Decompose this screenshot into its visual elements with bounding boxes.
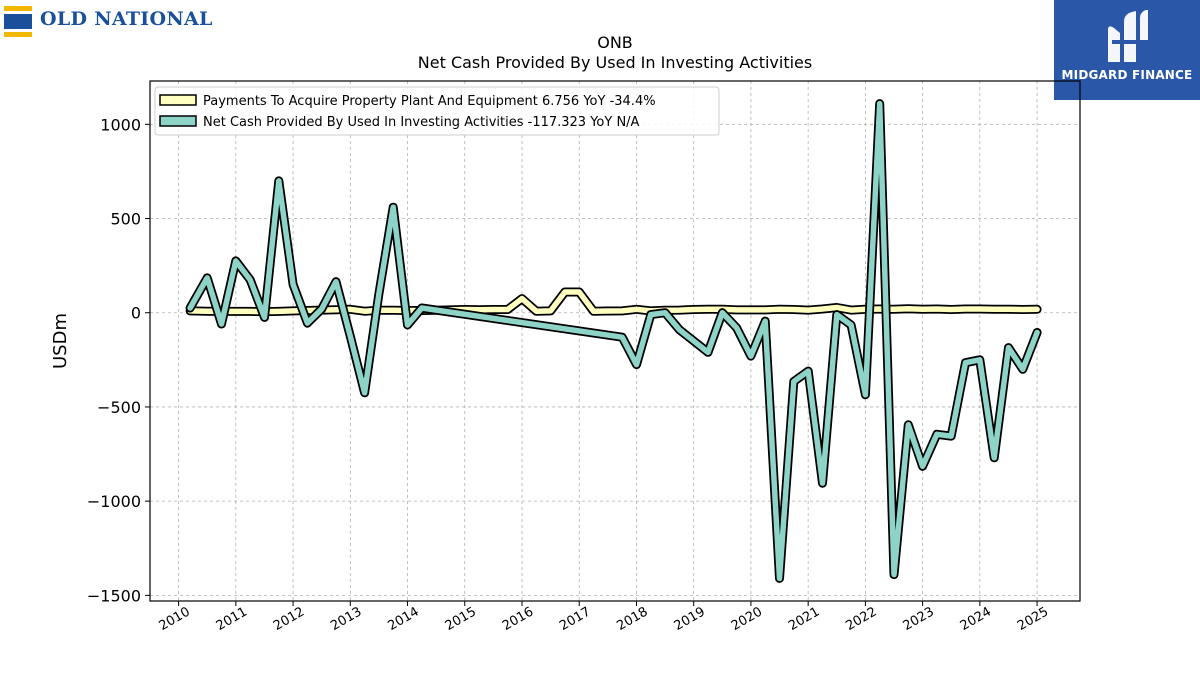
midgard-logo-mark — [1108, 10, 1148, 62]
old-national-logo: OLD NATIONAL — [4, 4, 224, 38]
legend-box — [154, 86, 720, 136]
plot-frame — [149, 80, 1081, 602]
legend: Payments To Acquire Property Plant And E… — [154, 86, 720, 136]
y-tick-label: −500 — [97, 398, 141, 417]
x-tick-label: 2025 — [1015, 604, 1051, 634]
x-tick-label: 2024 — [958, 604, 994, 634]
series-2-outline — [185, 99, 1042, 583]
x-tick-label: 2022 — [843, 604, 879, 634]
old-national-logo-mark — [4, 6, 32, 37]
midgard-finance-logo: MIDGARD FINANCE — [1054, 0, 1200, 100]
series-1 — [185, 287, 1042, 317]
y-tick-label: 500 — [110, 210, 141, 229]
x-tick-label: 2017 — [557, 604, 593, 634]
x-tick-label: 2010 — [157, 604, 193, 634]
legend-swatch-2 — [159, 115, 197, 127]
old-national-logo-text: OLD NATIONAL — [40, 8, 213, 30]
x-tick-label: 2021 — [786, 604, 822, 634]
legend-label-1: Payments To Acquire Property Plant And E… — [203, 94, 656, 109]
y-tick-label: −1500 — [87, 586, 141, 605]
x-tick-label: 2016 — [500, 604, 536, 634]
legend-label-2: Net Cash Provided By Used In Investing A… — [203, 115, 640, 130]
x-tick-label: 2018 — [614, 604, 650, 634]
x-tick-label: 2023 — [901, 604, 937, 634]
x-tick-label: 2020 — [729, 604, 765, 634]
y-tick-label: 1000 — [100, 115, 141, 134]
y-tick-label: 0 — [131, 304, 141, 323]
x-tick-label: 2012 — [271, 604, 307, 634]
x-tick-label: 2013 — [328, 604, 364, 634]
x-tick-label: 2014 — [386, 604, 422, 634]
x-tick-label: 2019 — [672, 604, 708, 634]
series-2 — [185, 99, 1042, 583]
gridlines — [150, 81, 1080, 601]
y-tick-label: −1000 — [87, 492, 141, 511]
y-axis-label: USDm — [50, 313, 71, 369]
x-tick-label: 2011 — [214, 604, 250, 634]
x-tick-label: 2015 — [443, 604, 479, 634]
series-1-line — [187, 289, 1040, 315]
chart-title: ONB — [597, 33, 633, 52]
chart-subtitle: Net Cash Provided By Used In Investing A… — [418, 53, 812, 72]
midgard-logo-text: MIDGARD FINANCE — [1061, 68, 1193, 82]
series-2-line — [187, 100, 1040, 582]
legend-swatch-1 — [159, 94, 197, 106]
